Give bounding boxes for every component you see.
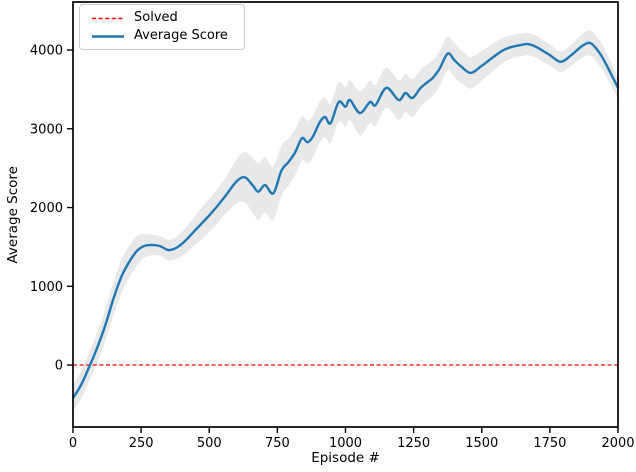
x-tick-label: 1500: [465, 436, 498, 451]
x-tick-label: 2000: [601, 436, 634, 451]
x-axis-label: Episode #: [311, 450, 380, 466]
y-tick-label: 3000: [30, 122, 63, 137]
x-tick-label: 250: [129, 436, 154, 451]
y-axis-label: Average Score: [4, 2, 22, 427]
legend-label-average-score: Average Score: [134, 28, 228, 43]
y-axis-label-text: Average Score: [5, 165, 21, 264]
legend-item-average-score: Average Score: [90, 28, 234, 43]
x-tick-label: 0: [69, 436, 77, 451]
legend-item-solved: Solved: [90, 10, 234, 25]
x-tick-label: 500: [197, 436, 222, 451]
y-tick-label: 1000: [30, 280, 63, 295]
legend: Solved Average Score: [79, 4, 245, 50]
confidence-band: [73, 30, 618, 412]
y-tick-label: 0: [55, 359, 63, 374]
y-tick-label: 4000: [30, 44, 63, 59]
average-score-line-sample-icon: [92, 34, 124, 38]
y-tick-label: 2000: [30, 201, 63, 216]
average-score-line: [73, 41, 618, 400]
x-tick-label: 750: [265, 436, 290, 451]
x-tick-label: 1250: [397, 436, 430, 451]
legend-label-solved: Solved: [134, 10, 178, 25]
x-tick-label: 1000: [329, 436, 362, 451]
plot-border: [72, 1, 619, 428]
solved-line-sample-icon: [92, 17, 124, 19]
x-tick-label: 1750: [533, 436, 566, 451]
